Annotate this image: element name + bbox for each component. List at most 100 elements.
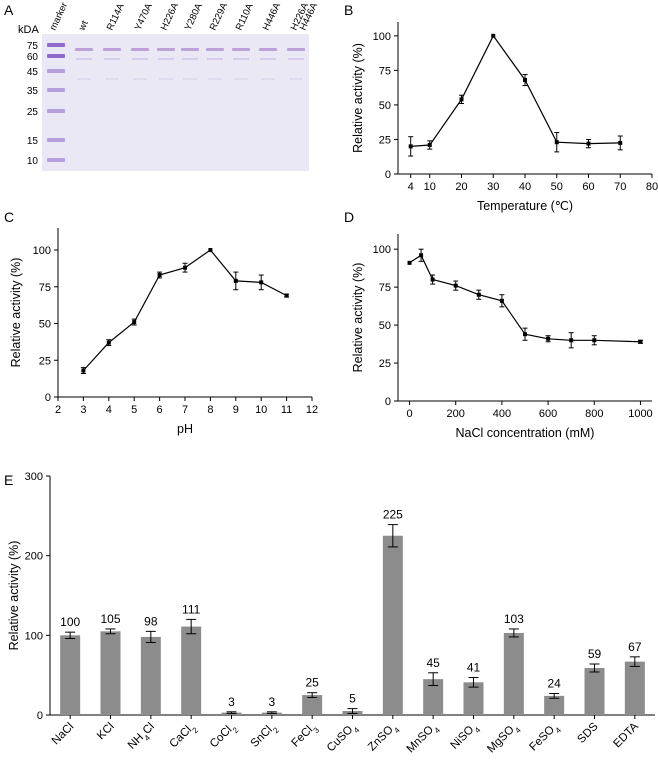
y-tick-label: 50 bbox=[379, 320, 391, 332]
x-tick-label: 600 bbox=[539, 408, 557, 420]
category-label-text: KCl bbox=[95, 721, 117, 743]
gel-lane-label: H226A bbox=[159, 1, 182, 33]
series-line bbox=[410, 34, 621, 147]
x-tick-label: 3 bbox=[80, 404, 86, 416]
gel-protein-band bbox=[259, 48, 277, 51]
category-label: CuSO4 bbox=[325, 720, 362, 757]
data-point bbox=[427, 142, 432, 147]
category-label: SnCl2 bbox=[249, 720, 281, 752]
bar bbox=[503, 632, 524, 715]
data-point bbox=[499, 298, 504, 303]
category-label: EDTA bbox=[611, 720, 641, 750]
data-point bbox=[638, 339, 643, 344]
data-point bbox=[81, 368, 86, 373]
data-label: 3 bbox=[268, 695, 275, 709]
y-axis-label: Relative activity (%) bbox=[351, 43, 365, 153]
x-tick-label: 200 bbox=[447, 408, 465, 420]
category-label: SDS bbox=[575, 720, 600, 745]
data-point bbox=[408, 144, 413, 149]
panel-letter-e: E bbox=[4, 472, 13, 488]
gel-marker-size-label: 15 bbox=[27, 136, 39, 147]
gel-marker-size-label: 45 bbox=[27, 67, 39, 78]
gel-faint-band bbox=[233, 58, 249, 60]
category-label-subscript: 2 bbox=[190, 725, 200, 735]
y-tick-label: 200 bbox=[25, 551, 43, 563]
panel-letter-a: A bbox=[4, 2, 14, 18]
bar bbox=[302, 695, 323, 715]
gel-marker-band bbox=[47, 109, 65, 113]
x-tick-label: 4 bbox=[408, 181, 414, 193]
gel-marker-size-label: 75 bbox=[27, 41, 39, 52]
y-axis-label: Relative activity (%) bbox=[351, 263, 365, 373]
data-point bbox=[430, 277, 435, 282]
bar bbox=[624, 661, 645, 715]
category-label: MgSO4 bbox=[485, 720, 523, 758]
gel-faint-band bbox=[182, 58, 198, 60]
data-point bbox=[183, 265, 187, 270]
gel-faint-band bbox=[158, 58, 174, 60]
y-tick-label: 75 bbox=[379, 282, 391, 294]
category-label-subscript: 4 bbox=[513, 725, 523, 735]
data-point bbox=[284, 293, 289, 298]
gel-faint-band bbox=[260, 58, 276, 60]
bar bbox=[140, 636, 161, 715]
y-tick-label: 100 bbox=[33, 245, 51, 257]
bar bbox=[382, 535, 403, 715]
chart-e: 0100200300100NaCl105KCl98NH4Cl111CaCl23C… bbox=[7, 471, 655, 758]
y-tick-label: 50 bbox=[379, 100, 391, 112]
data-point bbox=[586, 141, 591, 146]
data-label: 111 bbox=[182, 602, 201, 616]
y-tick-label: 25 bbox=[39, 355, 51, 367]
gel-marker-band bbox=[47, 69, 65, 73]
gel-marker-size-label: 25 bbox=[27, 107, 39, 118]
gel-lane-label: wt bbox=[76, 19, 91, 33]
data-point bbox=[419, 253, 424, 258]
x-tick-label: 60 bbox=[582, 181, 594, 193]
gel-protein-band bbox=[131, 48, 149, 51]
data-point bbox=[259, 280, 264, 285]
category-label-subscript: 4 bbox=[432, 725, 442, 735]
data-point bbox=[491, 33, 496, 38]
x-axis-label: NaCl concentration (mM) bbox=[456, 426, 595, 440]
category-label-text: EDTA bbox=[611, 720, 641, 750]
data-label: 98 bbox=[144, 614, 158, 628]
data-label: 5 bbox=[349, 692, 356, 706]
x-tick-label: 30 bbox=[487, 181, 499, 193]
x-tick-label: 2 bbox=[55, 404, 61, 416]
category-label: FeCl3 bbox=[289, 720, 321, 752]
category-label: KCl bbox=[95, 721, 117, 743]
gel-faint-band bbox=[208, 78, 222, 80]
y-tick-label: 300 bbox=[25, 471, 43, 483]
gel-protein-band bbox=[103, 48, 121, 51]
y-tick-label: 0 bbox=[45, 392, 51, 404]
data-label: 41 bbox=[467, 661, 481, 675]
chart-b: 0 25 50 75 100 4 10 20 30 40 50 60 70 80 Temperature (… bbox=[351, 22, 658, 213]
category-label-subscript: 2 bbox=[271, 725, 281, 735]
y-tick-label: 100 bbox=[373, 31, 391, 43]
data-point bbox=[132, 320, 137, 325]
data-label: 3 bbox=[228, 695, 235, 709]
panel-letter-b: B bbox=[344, 2, 353, 18]
x-tick-label: 10 bbox=[255, 404, 267, 416]
data-label: 100 bbox=[60, 615, 80, 629]
gel-lane-label: Y280A bbox=[183, 1, 205, 32]
gel-faint-band bbox=[234, 78, 248, 80]
data-point bbox=[453, 283, 458, 288]
y-tick-label: 25 bbox=[379, 358, 391, 370]
chart-c: 0 25 50 75 100 2 3 4 5 6 7 8 9 10 11 12 pH Relative activ… bbox=[9, 228, 318, 436]
category-label-subscript: 4 bbox=[553, 725, 563, 735]
x-tick-label: 6 bbox=[157, 404, 163, 416]
x-tick-label: 800 bbox=[585, 408, 603, 420]
category-label: CoCl2 bbox=[208, 720, 241, 753]
category-label: FeSO4 bbox=[527, 720, 563, 756]
data-point bbox=[523, 332, 527, 337]
data-point bbox=[569, 338, 574, 343]
y-tick-label: 0 bbox=[385, 169, 391, 181]
bar bbox=[544, 695, 565, 715]
x-tick-label: 400 bbox=[493, 408, 511, 420]
gel-unit-label: kDA bbox=[18, 24, 39, 36]
x-tick-label: 8 bbox=[207, 404, 213, 416]
gel-marker-band bbox=[47, 54, 65, 58]
